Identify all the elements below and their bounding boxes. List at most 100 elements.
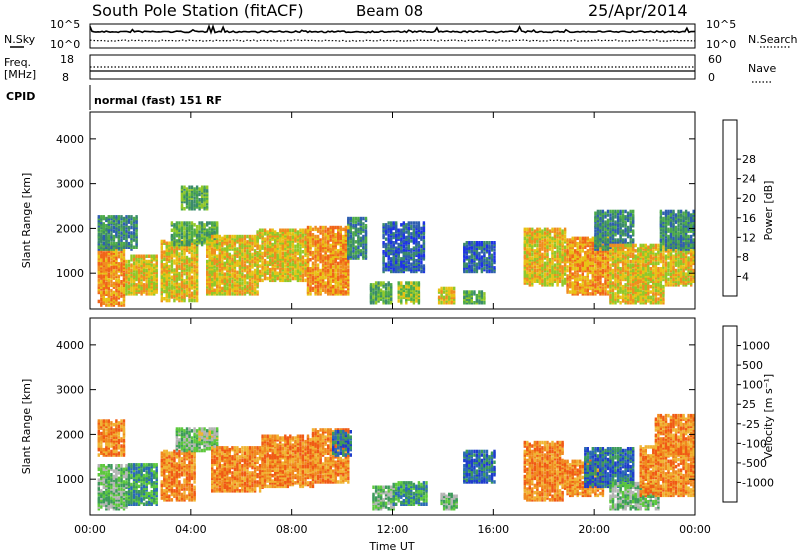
power-cell [339, 259, 342, 264]
power-cell [110, 301, 113, 305]
power-cell [420, 226, 423, 231]
power-cell [291, 271, 295, 275]
power-cell [279, 255, 282, 259]
power-cell [132, 277, 136, 282]
power-cell [599, 236, 602, 241]
power-cell [216, 259, 219, 264]
power-cell [168, 270, 171, 274]
power-cell [390, 286, 393, 291]
power-cell [395, 260, 398, 265]
power-cell [115, 288, 118, 293]
power-cell [382, 233, 385, 238]
power-cell [561, 272, 564, 276]
power-cell [301, 230, 305, 234]
power-cell [594, 234, 597, 239]
power-cell [526, 274, 529, 278]
power-cell [105, 229, 108, 233]
power-cell [584, 252, 587, 257]
power-cell [581, 245, 584, 249]
power-cell [407, 223, 410, 227]
power-cell [122, 216, 126, 221]
power-cell [142, 270, 146, 275]
power-cell [258, 244, 262, 249]
power-cell [112, 254, 116, 259]
power-cell [372, 297, 375, 301]
power-cell [334, 267, 337, 271]
power-cell [183, 268, 186, 272]
power-cell [100, 215, 103, 219]
power-cell [384, 290, 388, 294]
power-cell [185, 242, 189, 247]
power-cell [168, 245, 171, 249]
power-cell [208, 288, 211, 292]
power-cell [223, 240, 226, 244]
power-cell [105, 281, 108, 286]
power-cell [246, 254, 249, 258]
power-cell [213, 272, 216, 276]
power-cell [256, 266, 259, 270]
power-cell [531, 283, 534, 287]
power-cell [253, 279, 257, 283]
power-cell [251, 265, 254, 269]
power-cell [558, 250, 562, 255]
power-cell [256, 260, 259, 265]
power-cell [410, 286, 413, 291]
power-cell [102, 247, 105, 251]
power-cell [112, 263, 116, 268]
power-cell [314, 259, 317, 264]
power-cell [115, 256, 118, 261]
power-cell [195, 284, 199, 288]
power-cell [470, 301, 473, 305]
power-cell [556, 241, 559, 246]
power-cell [599, 243, 602, 248]
power-cell [596, 220, 600, 224]
power-cell [400, 242, 403, 247]
power-cell [616, 240, 620, 244]
power-cell [589, 292, 592, 296]
power-cell [117, 292, 121, 296]
power-cell [591, 250, 594, 255]
power-cell [528, 229, 531, 233]
power-cell [382, 258, 385, 263]
power-cell [208, 233, 211, 238]
power-cell [195, 205, 199, 209]
power-cell [541, 231, 544, 235]
power-cell [606, 284, 610, 289]
power-cell [122, 276, 126, 280]
power-cell [417, 232, 421, 236]
power-cell [405, 253, 408, 258]
power-cell [216, 290, 219, 294]
power-cell [115, 280, 118, 284]
power-cell [339, 292, 342, 296]
power-cell [97, 245, 100, 249]
power-cell [296, 257, 300, 261]
power-cell [329, 249, 332, 253]
power-cell [125, 243, 128, 248]
power-cell [145, 284, 148, 289]
power-cell [569, 284, 572, 289]
power-cell [170, 277, 174, 281]
power-cell [97, 283, 100, 288]
power-cell [306, 245, 310, 249]
power-cell [347, 272, 350, 276]
power-cell [561, 274, 564, 278]
power-cell [105, 216, 108, 221]
power-cell [589, 283, 592, 287]
power-cell [415, 264, 418, 268]
power-cell [352, 243, 355, 248]
power-cell [422, 264, 426, 268]
power-cell [480, 248, 484, 252]
power-cell [304, 248, 307, 252]
power-cell [102, 267, 105, 271]
power-cell [183, 242, 186, 247]
power-cell [213, 274, 216, 278]
power-cell [390, 226, 393, 231]
power-cell [594, 286, 597, 291]
power-cell [100, 222, 103, 226]
power-cell [236, 292, 239, 296]
power-cell [523, 268, 526, 273]
power-cell [160, 277, 163, 281]
power-cell [190, 279, 194, 283]
power-cell [110, 260, 113, 264]
power-cell [528, 283, 531, 287]
